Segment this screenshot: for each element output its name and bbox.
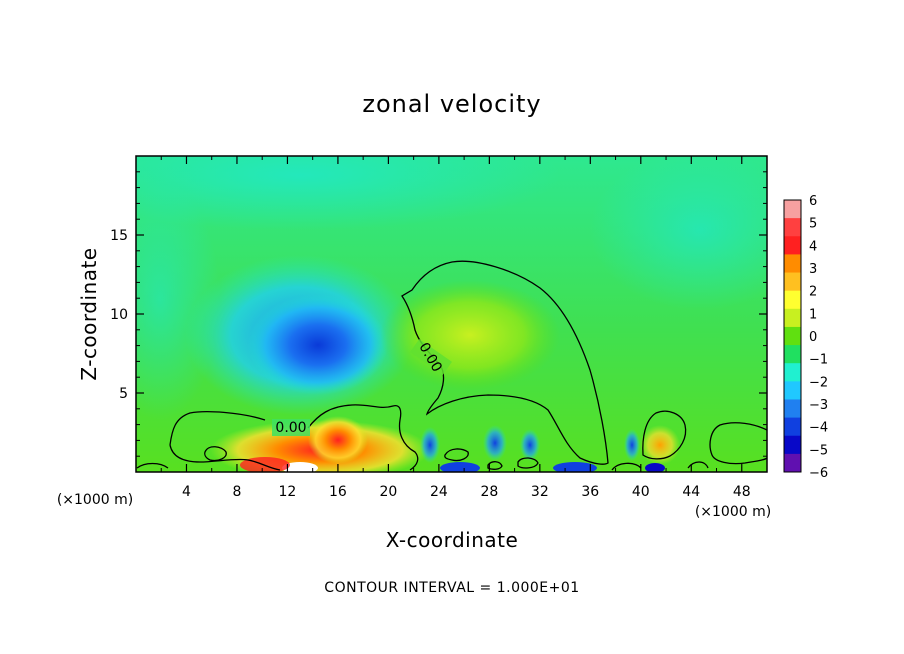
negative-blob-2 bbox=[483, 425, 507, 461]
colorbar-label: −6 bbox=[809, 466, 828, 481]
x-unit-left: (×1000 m) bbox=[57, 492, 133, 508]
cyan-region-right bbox=[590, 156, 767, 310]
x-tick-label: 8 bbox=[232, 484, 241, 500]
colorbar-label: 0 bbox=[809, 330, 817, 345]
colorbar-cell bbox=[784, 381, 801, 400]
colorbar-label: −3 bbox=[809, 398, 828, 413]
zero-contour-blob-3 bbox=[487, 461, 503, 470]
negative-blob-7 bbox=[645, 463, 665, 472]
colorbar-cell bbox=[784, 290, 801, 310]
x-tick-label: 40 bbox=[632, 484, 650, 500]
colorbar-cell bbox=[784, 218, 801, 237]
cyan-region-upper bbox=[136, 156, 560, 230]
negative-blob-4 bbox=[624, 429, 640, 461]
y-axis: 5 10 15 bbox=[110, 171, 767, 457]
x-tick-label: 4 bbox=[182, 484, 191, 500]
colorbar-cell bbox=[784, 326, 801, 346]
x-unit-right: (×1000 m) bbox=[695, 504, 771, 520]
x-tick-label: 44 bbox=[682, 484, 700, 500]
colorbar-frame bbox=[783, 199, 802, 473]
colorbar-label: 1 bbox=[809, 307, 817, 322]
x-axis-label: X-coordinate bbox=[386, 528, 519, 552]
colorbar-cell bbox=[784, 435, 801, 455]
plot-area: 0.00 0.00 bbox=[136, 156, 767, 472]
zero-contour-far-east bbox=[709, 422, 767, 465]
colorbar-label: 6 bbox=[809, 194, 817, 209]
zero-contour-surface-1 bbox=[611, 462, 642, 471]
colorbar-cell bbox=[784, 236, 801, 255]
colorbar-cell bbox=[784, 308, 801, 328]
zero-contour-surface-3 bbox=[136, 462, 169, 469]
chart-title: zonal velocity bbox=[362, 90, 541, 118]
colorbar-cell bbox=[784, 363, 801, 382]
x-tick-label: 32 bbox=[531, 484, 549, 500]
contour-label-bg-2 bbox=[410, 338, 452, 376]
x-tick-label: 12 bbox=[279, 484, 297, 500]
zero-contour-blob-4 bbox=[517, 457, 539, 469]
colorbar-label: −1 bbox=[809, 353, 828, 368]
zero-contour-blob-2 bbox=[444, 448, 469, 462]
colorbar-label: 5 bbox=[809, 217, 817, 232]
colorbar-label: −2 bbox=[809, 375, 828, 390]
negative-blob-1 bbox=[420, 427, 440, 463]
colorbar-cell bbox=[784, 345, 801, 364]
colorbar-cell bbox=[784, 453, 801, 473]
negative-region-core bbox=[248, 295, 388, 395]
x-tick-label: 16 bbox=[329, 484, 347, 500]
y-tick-label: 15 bbox=[110, 228, 128, 244]
x-tick-label: 28 bbox=[480, 484, 498, 500]
y-tick-label: 5 bbox=[119, 386, 128, 402]
colorbar-cell bbox=[784, 399, 801, 419]
x-tick-label: 48 bbox=[733, 484, 751, 500]
contour-label-bg-1 bbox=[272, 419, 310, 436]
colorbar-label: 4 bbox=[809, 239, 817, 254]
negative-blob-6 bbox=[553, 462, 597, 472]
colorbar-cell bbox=[784, 417, 801, 437]
colorbar: 6 5 4 3 2 1 0 −1 −2 −3 −4 −5 −6 bbox=[783, 194, 828, 481]
contour-label-1: 0.00 bbox=[275, 420, 306, 436]
x-tick-label: 36 bbox=[581, 484, 599, 500]
zero-contour-west bbox=[169, 444, 281, 471]
zero-contour-low bbox=[169, 404, 419, 471]
x-tick-label: 24 bbox=[430, 484, 448, 500]
negative-blob-5 bbox=[440, 462, 480, 472]
zero-contour-east bbox=[642, 410, 687, 460]
x-tick-label: 20 bbox=[379, 484, 397, 500]
colorbar-cell bbox=[784, 272, 801, 292]
positive-region-east bbox=[640, 425, 680, 465]
x-axis: 4 8 12 16 20 24 28 32 36 40 44 48 bbox=[160, 156, 751, 500]
negative-blob-3 bbox=[520, 429, 540, 461]
y-axis-label: Z-coordinate bbox=[77, 247, 101, 380]
zero-contour-blob-1 bbox=[204, 446, 227, 462]
contour-interval-note: CONTOUR INTERVAL = 1.000E+01 bbox=[324, 580, 579, 596]
colorbar-cell bbox=[784, 200, 801, 219]
colorbar-label: 2 bbox=[809, 285, 817, 300]
zero-contour-surface-2 bbox=[687, 461, 709, 469]
positive-region-core bbox=[308, 416, 368, 464]
positive-region-upper bbox=[380, 280, 560, 390]
colorbar-label: −5 bbox=[809, 443, 828, 458]
y-tick-label: 10 bbox=[110, 307, 128, 323]
colorbar-cell bbox=[784, 254, 801, 274]
colorbar-label: −4 bbox=[809, 421, 828, 436]
colorbar-label: 3 bbox=[809, 262, 817, 277]
max-spot bbox=[282, 462, 318, 472]
